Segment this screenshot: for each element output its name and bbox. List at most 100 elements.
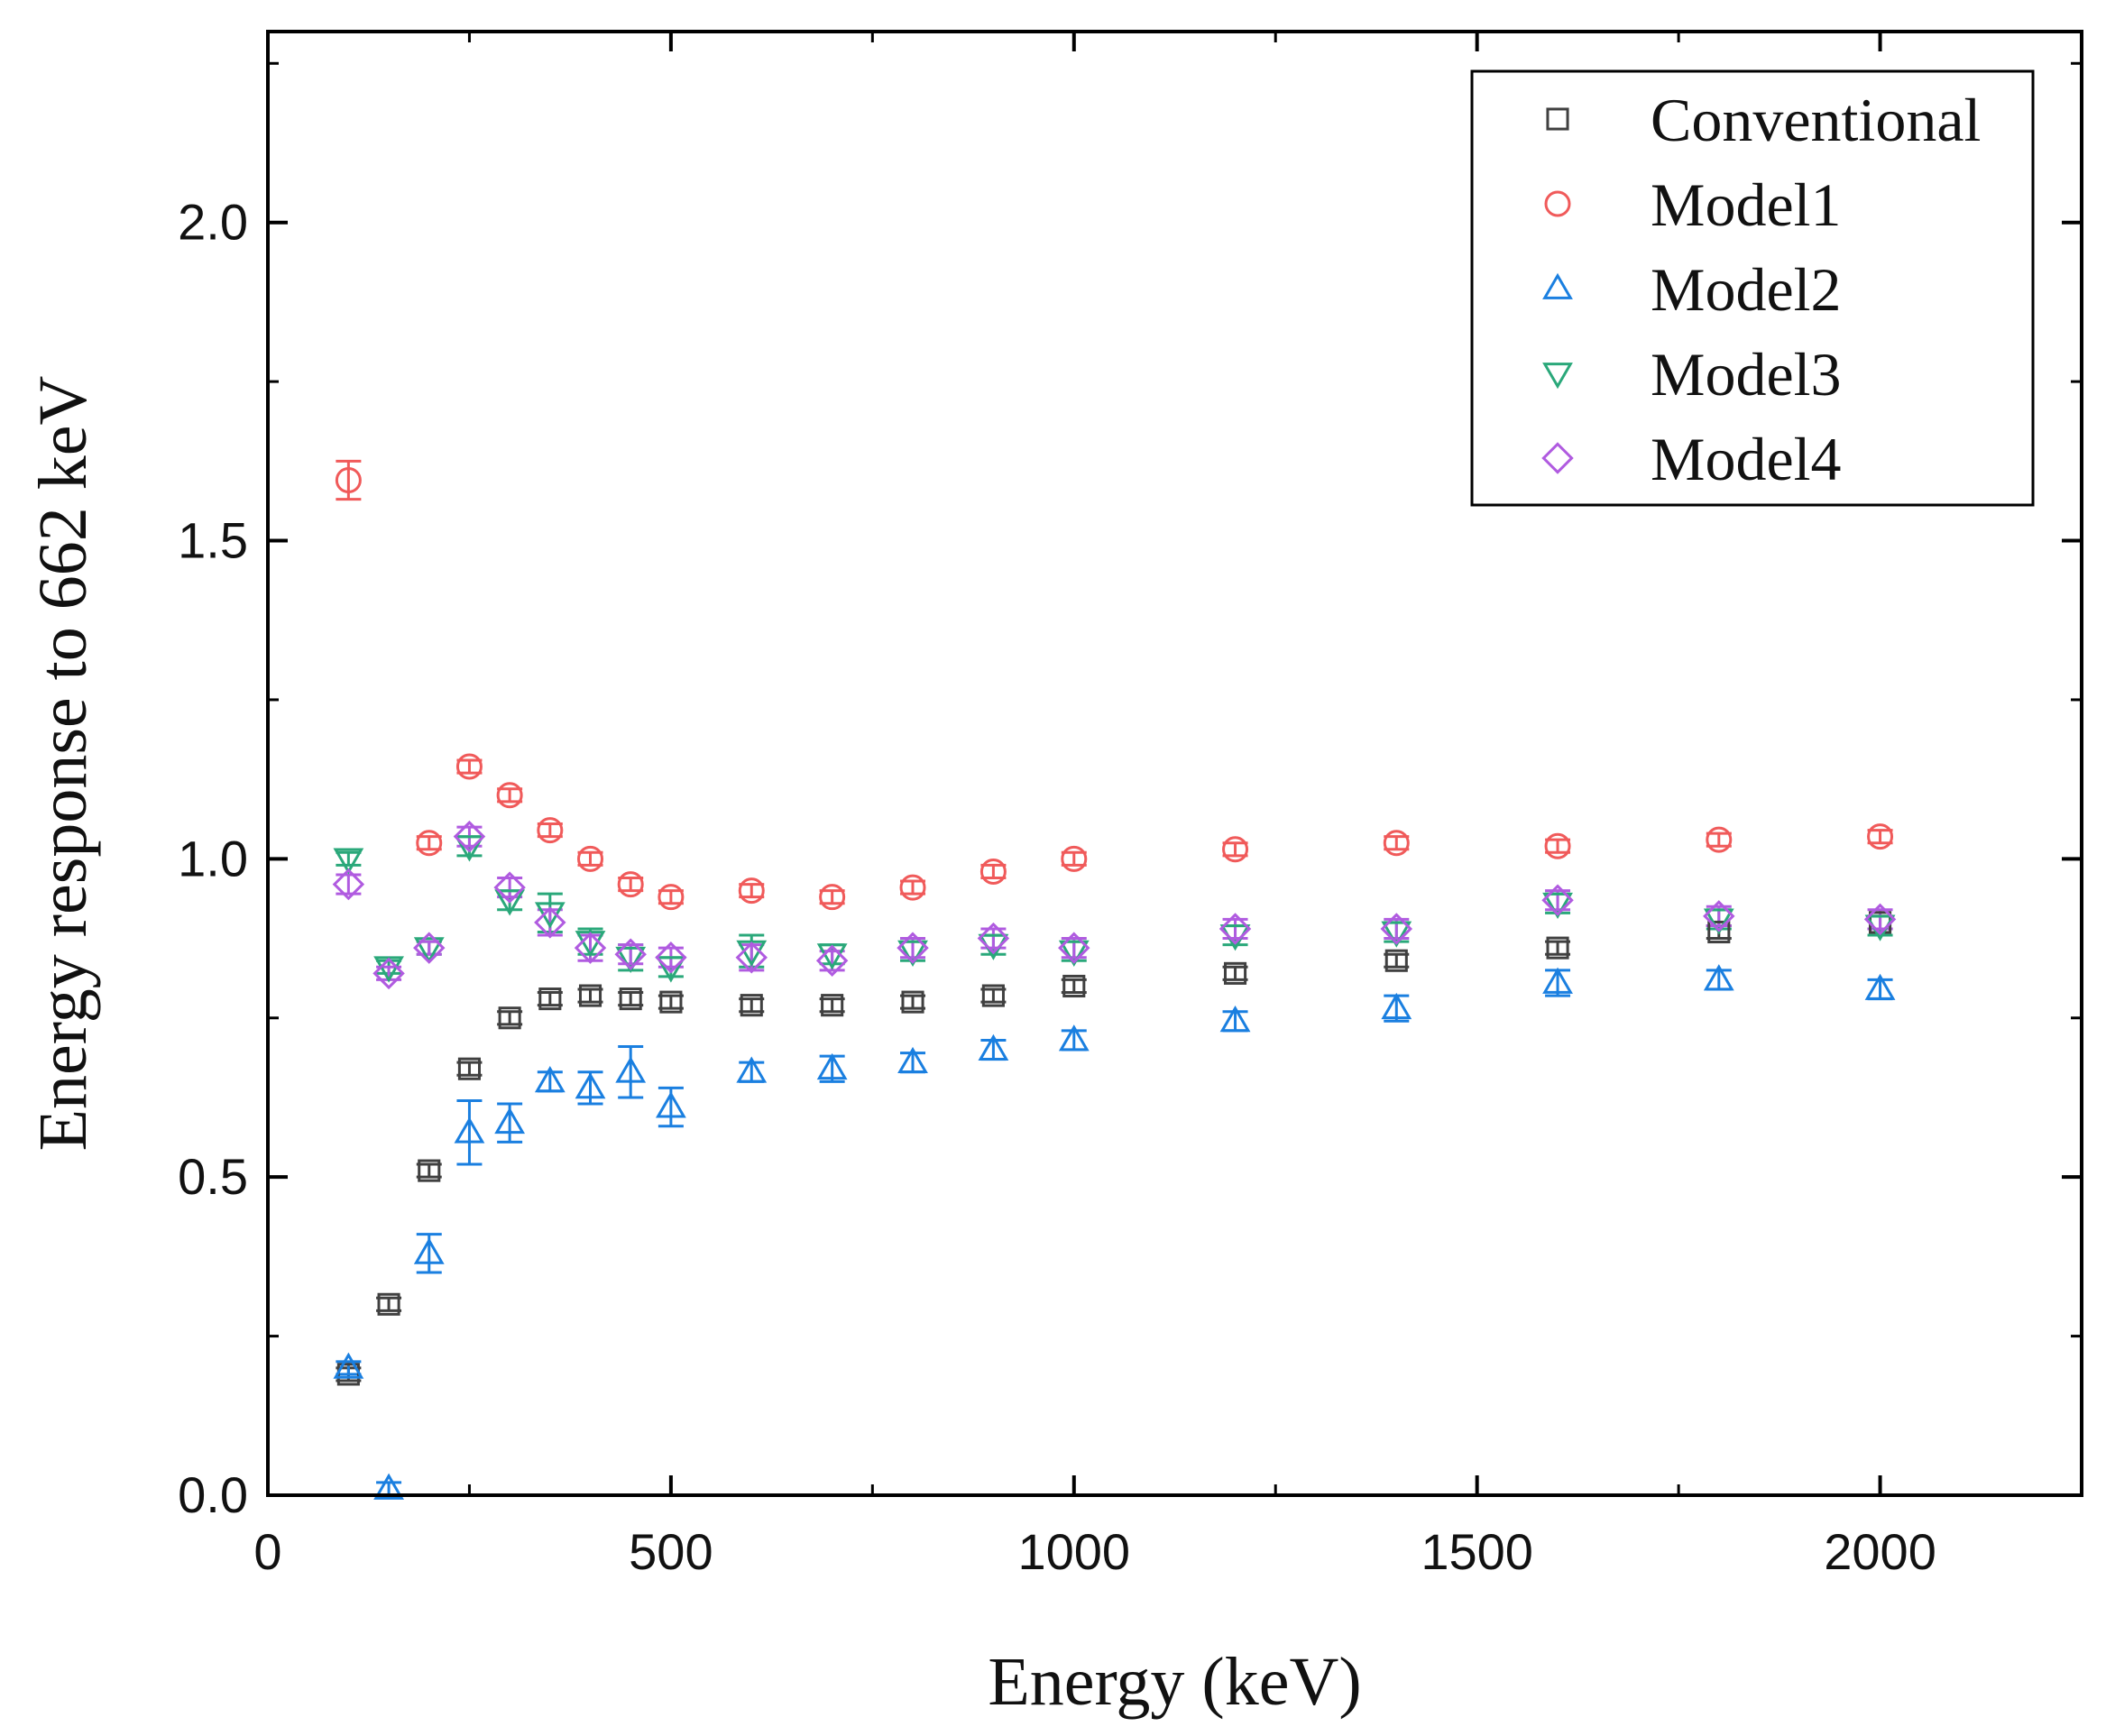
x-tick-label: 500 [629, 1523, 713, 1580]
model1-point [335, 466, 362, 493]
model3-point [655, 956, 686, 983]
model2-point [494, 1107, 526, 1134]
model2-point [454, 1116, 485, 1144]
conventional-error-bar [980, 987, 1007, 1004]
model4-point [574, 932, 607, 964]
model1-error-bar [618, 877, 644, 893]
model1-error-bar [819, 889, 845, 905]
model1-point [819, 884, 846, 911]
conventional-error-bar [497, 1010, 523, 1026]
model1-error-bar [1706, 831, 1732, 848]
model2-error-bar [456, 1098, 483, 1166]
conventional-point [418, 1159, 441, 1182]
model1-point [979, 858, 1007, 885]
model1-point [416, 830, 443, 857]
model3-point [615, 946, 647, 974]
model1-point [617, 871, 644, 898]
legend-label: Model2 [1651, 255, 1842, 324]
model1-point [455, 753, 483, 780]
model1-error-bar [980, 863, 1007, 880]
conventional-error-bar [376, 1296, 402, 1312]
model3-point [413, 937, 445, 964]
model4-point [413, 932, 446, 964]
model1-point [658, 884, 685, 911]
model4-point [534, 906, 566, 939]
conventional-error-bar [1384, 952, 1410, 969]
legend-entry-conventional: Conventional [1546, 86, 1981, 154]
model2-point [897, 1046, 928, 1074]
model1-point [537, 817, 564, 844]
conventional-point [901, 990, 924, 1014]
model1-error-bar [900, 879, 926, 896]
model2-point [413, 1237, 445, 1264]
model1-point [1544, 832, 1571, 859]
model4-point [977, 922, 1010, 955]
model1-point [1706, 826, 1733, 853]
model1-error-bar [1222, 841, 1248, 858]
legend-entry-model3: Model3 [1542, 340, 1842, 409]
x-tick-label: 2000 [1824, 1523, 1936, 1580]
legend-marker [1542, 272, 1573, 299]
model4-point [1541, 884, 1574, 916]
conventional-point [1707, 920, 1731, 944]
model3-point [1703, 908, 1734, 935]
model2-point [655, 1091, 686, 1118]
model1-point [1061, 845, 1088, 872]
legend-label: Model1 [1651, 170, 1842, 239]
x-tick-label: 1500 [1421, 1523, 1533, 1580]
model1-error-bar [739, 883, 765, 899]
y-tick-label: 2.0 [178, 194, 248, 251]
y-tick-label: 1.5 [178, 512, 248, 569]
conventional-error-bar [819, 997, 845, 1014]
conventional-error-bar [537, 991, 563, 1007]
x-tick-label: 0 [253, 1523, 281, 1580]
model1-point [577, 845, 604, 872]
model1-error-bar [658, 889, 684, 905]
model4-point [372, 957, 405, 990]
conventional-error-bar [416, 1162, 442, 1179]
conventional-point [1062, 974, 1086, 998]
conventional-point [1384, 949, 1408, 972]
legend-label: Model3 [1651, 340, 1842, 409]
legend-entry-model1: Model1 [1544, 170, 1842, 239]
model4-point [815, 944, 849, 977]
model1-error-bar [456, 758, 483, 775]
conventional-error-bar [739, 997, 765, 1014]
legend-entry-model4: Model4 [1541, 425, 1842, 493]
model2-point [373, 1473, 404, 1500]
conventional-error-bar [1222, 965, 1248, 981]
model2-point [575, 1072, 606, 1099]
model2-point [1542, 967, 1573, 994]
model2-point [534, 1066, 566, 1093]
conventional-error-bar [658, 994, 684, 1010]
model3-point [1542, 892, 1573, 920]
model1-error-bar [1867, 829, 1893, 845]
model4-point [735, 941, 768, 974]
model4-error-bar [980, 927, 1007, 950]
conventional-error-bar [456, 1061, 483, 1077]
model1-error-bar [1061, 850, 1087, 867]
error-bars [336, 459, 1893, 1497]
model3-point [494, 889, 526, 916]
model4-point [655, 941, 687, 974]
conventional-error-bar [1061, 978, 1087, 995]
conventional-point [538, 987, 562, 1011]
axis-tick-labels: 0 500 1000 1500 2000 0.0 0.5 1.0 1.5 2.0 [178, 194, 1936, 1580]
model3-point [1058, 940, 1090, 967]
model4-point [1703, 900, 1735, 932]
model1-point [1383, 830, 1410, 857]
legend: Conventional Model1 Model2 Model3 Model4 [1470, 69, 2035, 507]
model1-point [1867, 823, 1894, 850]
model1-error-bar [1545, 838, 1571, 854]
model2-point [1864, 973, 1896, 1000]
model2-point [736, 1056, 768, 1083]
model4-point [332, 868, 365, 901]
model4-error-bar [336, 873, 362, 896]
model4-point [1380, 913, 1413, 945]
model3-error-bar [336, 850, 362, 867]
model2-point [1381, 992, 1412, 1020]
legend-marker [1546, 107, 1569, 131]
model4-point [1219, 913, 1252, 945]
y-tick-label: 0.5 [178, 1148, 248, 1205]
